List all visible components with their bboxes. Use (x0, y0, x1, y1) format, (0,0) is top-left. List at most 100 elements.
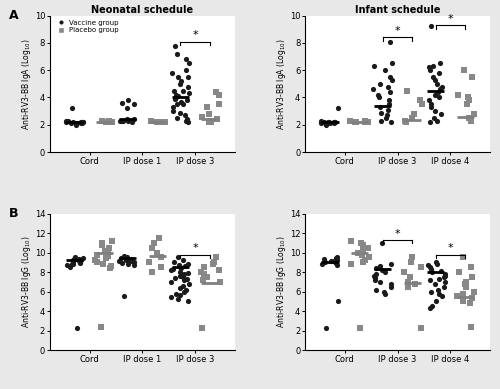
Point (102, 119, 110, 125)
Point (182, 97, 190, 103)
Point (120, 253, 128, 259)
Point (101, 247, 109, 254)
Point (68, 105, 76, 112)
Point (381, 269, 389, 275)
Point (177, 78, 185, 84)
Point (146, 259, 154, 265)
Point (150, 240, 158, 246)
Point (347, 238, 355, 244)
Point (435, 291, 443, 297)
Point (78, 119, 86, 125)
Point (179, 272, 187, 278)
Point (384, 107, 392, 113)
Point (332, 262, 340, 268)
Point (124, 261, 132, 267)
Point (332, 257, 340, 263)
Point (172, 291, 179, 297)
Point (470, 289, 478, 295)
Point (425, 64, 433, 70)
Point (455, 269, 463, 275)
Point (388, 77, 396, 83)
Point (416, 97, 424, 103)
Point (124, 257, 132, 263)
Point (182, 117, 190, 124)
Point (104, 119, 112, 125)
Point (411, 281, 419, 287)
Point (181, 263, 189, 269)
Point (162, 119, 170, 125)
Point (430, 77, 438, 83)
Point (174, 254, 182, 261)
Point (408, 259, 416, 265)
Point (346, 117, 354, 124)
Point (434, 89, 442, 95)
Point (332, 254, 340, 261)
Point (118, 100, 126, 106)
Point (426, 67, 434, 73)
Point (122, 257, 130, 263)
Point (433, 117, 441, 124)
Point (430, 74, 438, 80)
Point (169, 108, 177, 114)
Point (73, 120, 81, 126)
Point (168, 266, 176, 272)
Point (440, 284, 448, 290)
Point (184, 119, 192, 125)
Point (212, 254, 220, 261)
Point (388, 284, 396, 290)
Point (168, 70, 176, 76)
Point (400, 117, 408, 124)
Point (330, 120, 338, 126)
Point (210, 259, 218, 265)
Point (464, 95, 472, 101)
Point (92, 259, 100, 265)
Point (104, 249, 112, 256)
Point (334, 298, 342, 305)
Point (326, 120, 334, 126)
Point (322, 324, 330, 331)
Legend: Vaccine group, Placebo group: Vaccine group, Placebo group (54, 19, 120, 34)
Text: *: * (448, 14, 453, 24)
Point (400, 269, 407, 275)
Point (380, 289, 388, 295)
Point (426, 264, 434, 270)
Point (130, 101, 138, 107)
Point (388, 60, 396, 67)
Point (208, 119, 216, 125)
Point (436, 268, 444, 274)
Point (176, 109, 184, 116)
Point (426, 305, 434, 311)
Point (108, 238, 116, 244)
Point (462, 279, 470, 285)
Point (170, 88, 177, 94)
Point (427, 101, 435, 107)
Point (324, 119, 332, 125)
Point (176, 293, 184, 299)
Point (176, 81, 184, 87)
Point (128, 119, 136, 125)
Point (427, 104, 435, 110)
Point (320, 119, 328, 125)
Point (180, 274, 188, 280)
Point (428, 303, 436, 309)
Point (360, 117, 368, 124)
Title: Infant schedule: Infant schedule (355, 5, 440, 15)
Point (177, 98, 185, 105)
Point (108, 119, 116, 125)
Point (386, 89, 394, 95)
Point (75, 256, 83, 263)
Point (180, 277, 188, 283)
Point (123, 105, 131, 112)
Point (68, 261, 76, 267)
Point (403, 88, 411, 94)
Point (130, 262, 138, 268)
Point (359, 247, 367, 254)
Point (182, 67, 190, 73)
Text: *: * (192, 30, 198, 40)
Point (97, 324, 105, 330)
Point (376, 104, 384, 110)
Point (198, 324, 205, 331)
Point (130, 116, 138, 123)
Point (157, 264, 165, 270)
Point (156, 235, 164, 241)
